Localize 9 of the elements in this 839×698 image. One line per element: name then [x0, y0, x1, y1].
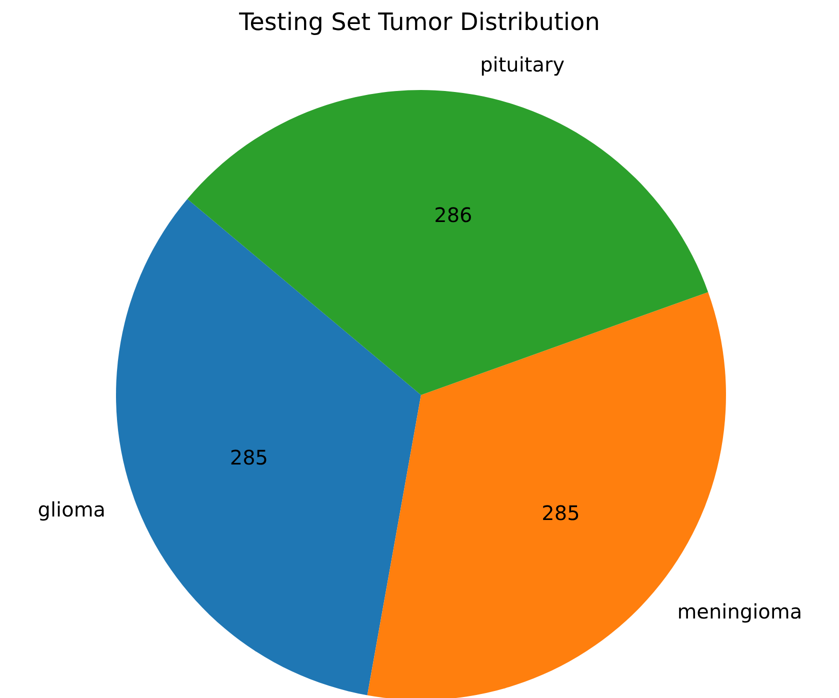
pie-slice [187, 90, 708, 395]
data-label: 285 [542, 501, 580, 526]
data-label: 285 [230, 445, 268, 470]
slice-label: meningioma [677, 600, 802, 624]
slice-label: glioma [38, 497, 106, 522]
data-label: 286 [434, 202, 472, 227]
slice-label: pituitary [480, 52, 565, 77]
chart-title: Testing Set Tumor Distribution [238, 8, 601, 36]
pie-slice [116, 198, 421, 696]
